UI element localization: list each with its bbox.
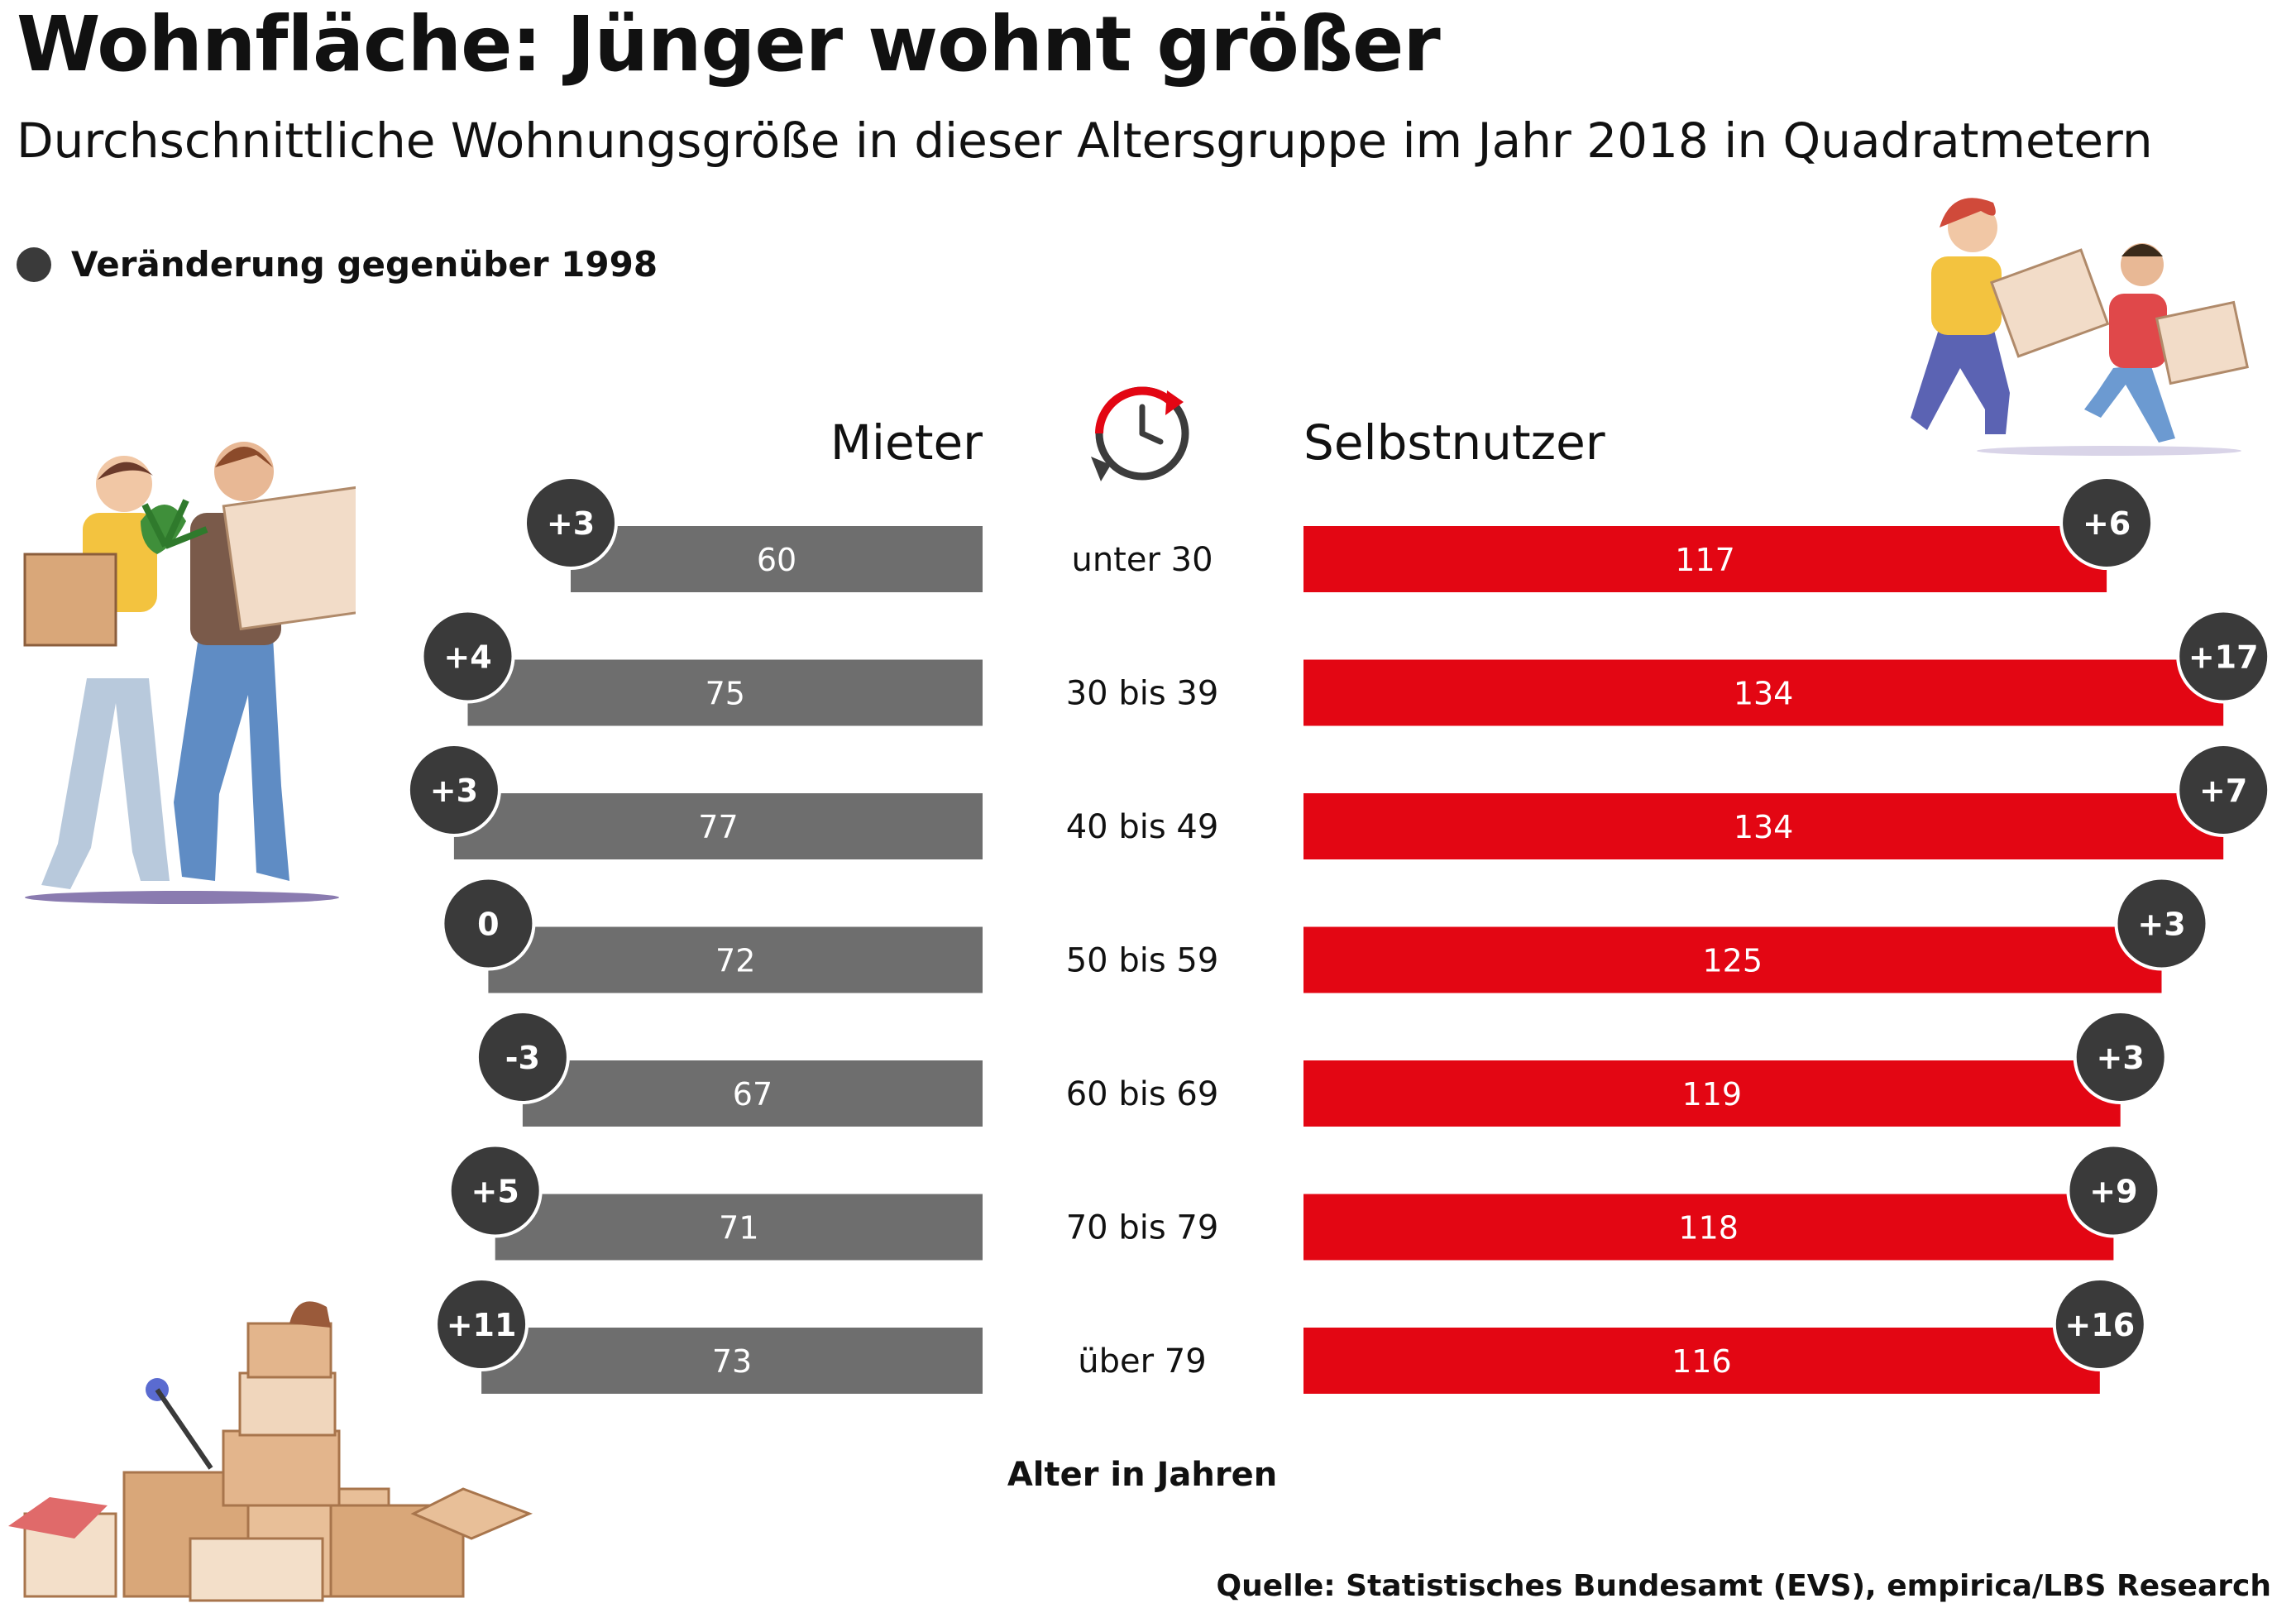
- change-marker-selbstnutzer: [2066, 1143, 2161, 1238]
- category-label: über 79: [1078, 1342, 1206, 1381]
- bar-selbstnutzer: [1303, 1060, 2121, 1127]
- change-label-selbstnutzer: +3: [2097, 1040, 2145, 1076]
- change-label-mieter: +11: [447, 1307, 517, 1343]
- value-label-mieter: 60: [757, 542, 796, 578]
- change-label-selbstnutzer: +17: [2188, 639, 2259, 676]
- change-marker-selbstnutzer: [2052, 1277, 2147, 1371]
- value-label-mieter: 73: [712, 1343, 752, 1380]
- value-label-mieter: 71: [719, 1210, 758, 1247]
- value-label-selbstnutzer: 116: [1672, 1343, 1732, 1380]
- bar-selbstnutzer: [1303, 659, 2224, 726]
- bar-selbstnutzer: [1303, 1328, 2100, 1394]
- change-marker-selbstnutzer: [2059, 476, 2155, 570]
- legend: Veränderung gegenüber 1998: [17, 244, 658, 285]
- bar-mieter: [495, 1194, 983, 1261]
- change-marker-selbstnutzer: [2176, 743, 2271, 837]
- value-label-selbstnutzer: 125: [1702, 943, 1763, 979]
- change-label-selbstnutzer: +9: [2089, 1174, 2137, 1210]
- value-label-selbstnutzer: 134: [1734, 809, 1794, 845]
- bar-mieter: [488, 926, 983, 993]
- change-label-mieter: -3: [505, 1040, 540, 1076]
- category-label: 50 bis 59: [1066, 942, 1219, 980]
- category-label: 60 bis 69: [1066, 1075, 1219, 1113]
- change-marker-mieter: [406, 743, 501, 837]
- change-marker-selbstnutzer: [2176, 609, 2271, 704]
- moving-boxes-illustration: [8, 1301, 533, 1602]
- bar-mieter: [453, 793, 983, 859]
- legend-label: Veränderung gegenüber 1998: [71, 244, 658, 285]
- change-marker-selbstnutzer: [2114, 876, 2209, 971]
- value-label-selbstnutzer: 134: [1734, 676, 1794, 712]
- value-label-mieter: 72: [715, 943, 755, 979]
- bar-mieter: [522, 1060, 983, 1127]
- category-label: 40 bis 49: [1066, 808, 1219, 846]
- chart-title: Wohnfläche: Jünger wohnt größer: [17, 0, 1441, 89]
- category-label: unter 30: [1071, 541, 1213, 579]
- change-marker-mieter: [447, 1143, 543, 1238]
- value-label-selbstnutzer: 117: [1675, 542, 1735, 578]
- change-label-selbstnutzer: +16: [2064, 1307, 2135, 1343]
- source-note: Quelle: Statistisches Bundesamt (EVS), e…: [1216, 1569, 2271, 1603]
- category-label: 30 bis 39: [1066, 675, 1219, 713]
- change-label-mieter: +5: [471, 1174, 519, 1210]
- change-label-selbstnutzer: +3: [2137, 907, 2185, 943]
- change-marker-mieter: [475, 1010, 570, 1104]
- bar-selbstnutzer: [1303, 1194, 2114, 1261]
- bar-selbstnutzer: [1303, 526, 2107, 592]
- couple-moving-illustration: [23, 442, 356, 904]
- bar-mieter: [571, 526, 983, 592]
- category-label: 70 bis 79: [1066, 1209, 1219, 1247]
- value-label-selbstnutzer: 118: [1678, 1210, 1739, 1247]
- series-title-mieter: Mieter: [830, 414, 983, 471]
- value-label-mieter: 75: [706, 676, 745, 712]
- value-label-selbstnutzer: 119: [1682, 1076, 1743, 1113]
- change-marker-mieter: [420, 609, 515, 704]
- change-label-selbstnutzer: +6: [2083, 505, 2131, 542]
- value-label-mieter: 77: [698, 809, 738, 845]
- category-axis-label: Alter in Jahren: [1007, 1456, 1277, 1494]
- bar-mieter: [467, 659, 983, 726]
- change-label-mieter: 0: [477, 907, 499, 943]
- change-label-mieter: +3: [430, 773, 478, 809]
- bar-mieter: [481, 1328, 983, 1394]
- bar-selbstnutzer: [1303, 926, 2162, 993]
- chart-subtitle: Durchschnittliche Wohnungsgröße in diese…: [17, 112, 2153, 169]
- series-title-selbstnutzer: Selbstnutzer: [1303, 414, 1605, 471]
- change-marker-selbstnutzer: [2073, 1010, 2168, 1104]
- clock-refresh-icon: [1091, 386, 1189, 481]
- change-label-mieter: +3: [547, 505, 595, 542]
- change-marker-mieter: [434, 1277, 529, 1371]
- value-label-mieter: 67: [733, 1076, 773, 1113]
- change-marker-mieter: [524, 476, 618, 570]
- children-moving-illustration: [1911, 198, 2250, 456]
- change-marker-mieter: [441, 876, 536, 971]
- change-label-mieter: +4: [443, 639, 491, 676]
- bar-selbstnutzer: [1303, 793, 2224, 859]
- legend-marker: [17, 246, 51, 282]
- change-label-selbstnutzer: +7: [2199, 773, 2247, 809]
